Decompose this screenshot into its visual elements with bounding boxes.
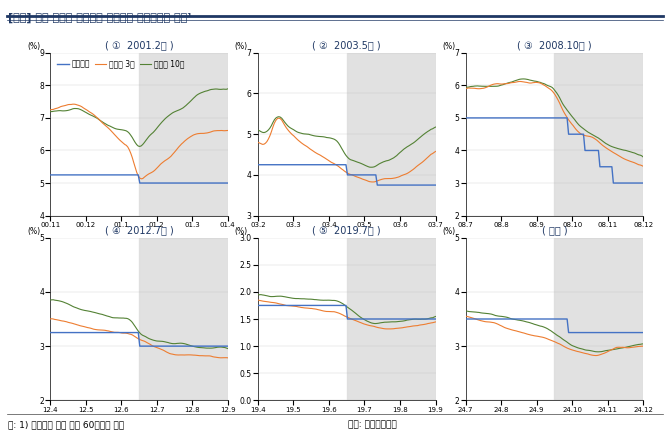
Bar bbox=[554, 53, 643, 216]
Legend: 기준금리, 국고채 3년, 국고채 10년: 기준금리, 국고채 3년, 국고채 10년 bbox=[54, 57, 188, 72]
Bar bbox=[347, 53, 436, 216]
Text: (%): (%) bbox=[235, 227, 248, 236]
Title: ( ⑤  2019.7월 ): ( ⑤ 2019.7월 ) bbox=[312, 225, 381, 235]
Title: ( 현재 ): ( 현재 ) bbox=[541, 225, 567, 235]
Text: (%): (%) bbox=[27, 227, 40, 236]
Text: (%): (%) bbox=[443, 227, 456, 236]
Bar bbox=[347, 238, 436, 400]
Text: (%): (%) bbox=[27, 42, 40, 51]
Bar bbox=[554, 238, 643, 400]
Title: ( ④  2012.7월 ): ( ④ 2012.7월 ) bbox=[105, 225, 174, 235]
Bar bbox=[139, 53, 228, 216]
Text: 주: 1) 기조전환 시점 전후 60영업일 기준: 주: 1) 기조전환 시점 전후 60영업일 기준 bbox=[8, 420, 124, 429]
Title: ( ③  2008.10월 ): ( ③ 2008.10월 ) bbox=[517, 40, 592, 51]
Text: [그림] 국내 완화적 통화정책 전환기별 국고채금리 추이¹: [그림] 국내 완화적 통화정책 전환기별 국고채금리 추이¹ bbox=[8, 13, 192, 23]
Text: (%): (%) bbox=[235, 42, 248, 51]
Text: (%): (%) bbox=[443, 42, 456, 51]
Title: ( ②  2003.5월 ): ( ② 2003.5월 ) bbox=[312, 40, 381, 51]
Text: 자료: 금융투자협회: 자료: 금융투자협회 bbox=[348, 420, 397, 429]
Title: ( ①  2001.2월 ): ( ① 2001.2월 ) bbox=[105, 40, 174, 51]
Bar bbox=[139, 238, 228, 400]
